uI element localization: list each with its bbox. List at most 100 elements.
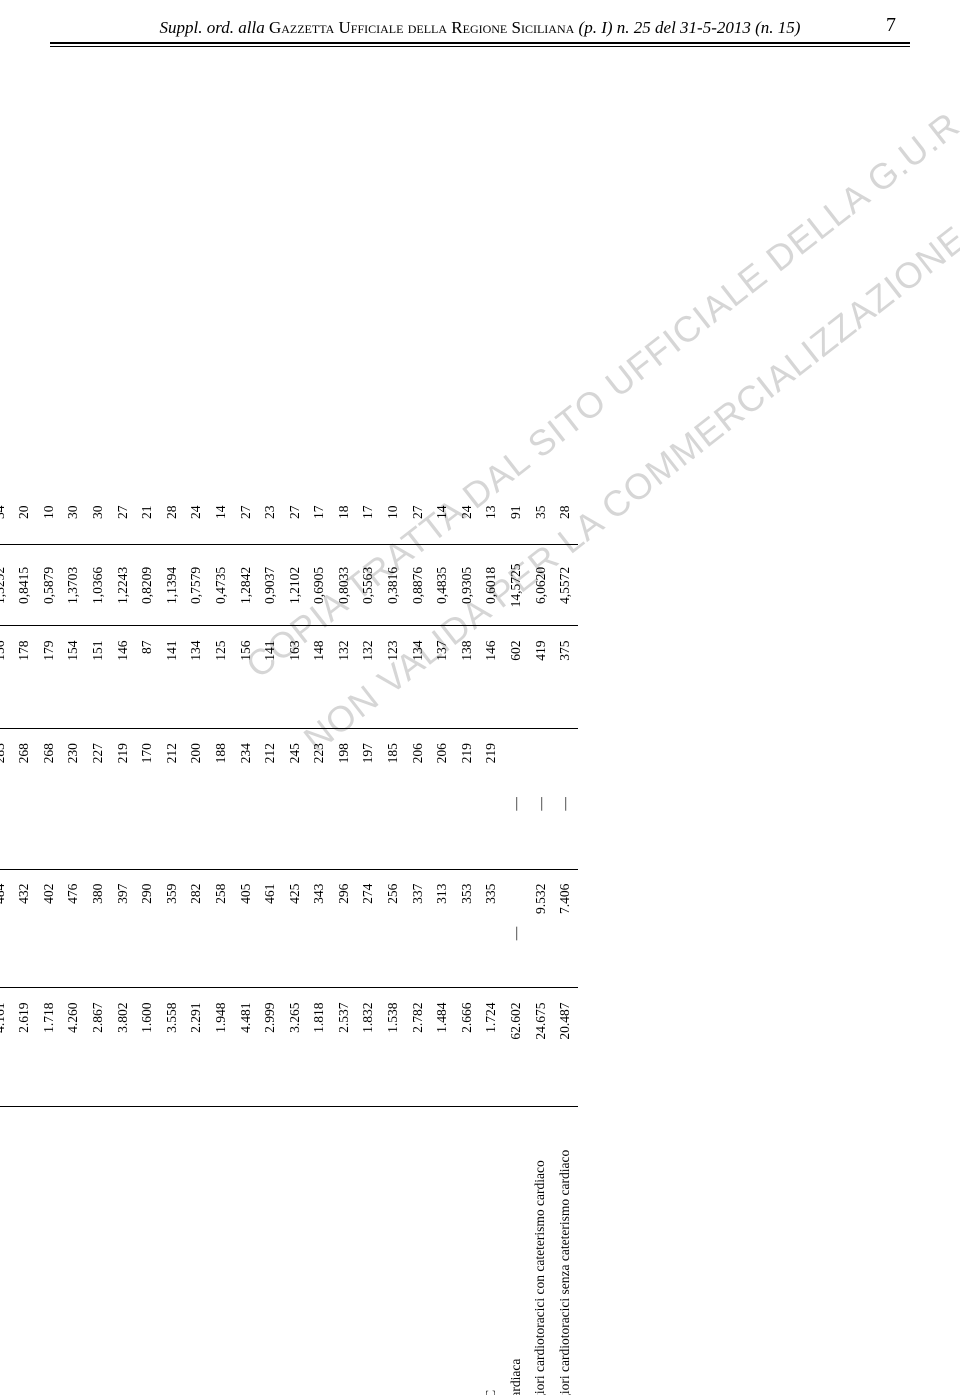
cell-t2: 258 — [209, 869, 234, 988]
cell-peso: 0,6018 — [479, 545, 504, 626]
cell-t1: 4.260 — [61, 988, 86, 1107]
cell-val: 35 — [528, 480, 553, 545]
cell-val: 24 — [184, 480, 209, 545]
cell-desc: Altre diagnosi relative all'apparato res… — [455, 1107, 480, 1395]
cell-t4: 134 — [184, 626, 209, 729]
cell-desc: Pneumotorace senza CC — [307, 1107, 332, 1395]
table-row: 0844MTraumi maggiori del torace senza CC… — [36, 480, 61, 1395]
cell-t4: 375 — [553, 626, 578, 729]
cell-t1: 1.484 — [430, 988, 455, 1107]
cell-t4: 87 — [135, 626, 160, 729]
cell-desc: Interventi sulle valvole cardiache e alt… — [553, 1107, 578, 1395]
cell-desc: Malattia polmonare interstiziale con CC — [233, 1107, 258, 1395]
cell-t2: 405 — [233, 869, 258, 988]
cell-t2: 290 — [135, 869, 160, 988]
cell-val: 27 — [110, 480, 135, 545]
cell-val: 28 — [159, 480, 184, 545]
table-row: 0954MPneumotorace senza CC1.818343223148… — [307, 480, 332, 1395]
cell-t1: 1.718 — [36, 988, 61, 1107]
header-rule-thin — [50, 46, 910, 47]
cell-desc: Bronchite e asma, età < 18 anni — [381, 1107, 406, 1395]
cell-t3: 206 — [405, 729, 430, 869]
table-row: 0864MVersamento pleurico senza CC2.86738… — [86, 480, 111, 1395]
cell-peso: 0,8415 — [12, 545, 37, 626]
cell-desc: Neoplasie dell'apparato respiratorio — [0, 1107, 12, 1395]
cell-val: 17 — [307, 480, 332, 545]
cell-t4: 179 — [36, 626, 61, 729]
cell-t3: 206 — [430, 729, 455, 869]
cell-t4: 138 — [455, 626, 480, 729]
table-row: 0904MPolmonite semplice e pleurite, età … — [184, 480, 209, 1395]
cell-peso: 0,7579 — [184, 545, 209, 626]
cell-t3: 188 — [209, 729, 234, 869]
cell-t3: 245 — [282, 729, 307, 869]
cell-desc: Bronchite e asma, età > 17 anni con CC — [332, 1107, 357, 1395]
cell-val: 27 — [282, 480, 307, 545]
cell-t3: 219 — [479, 729, 504, 869]
cell-t2: 380 — [86, 869, 111, 988]
cell-t3: 219 — [110, 729, 135, 869]
cell-t2: 7.406 — [553, 869, 578, 988]
cell-desc: Versamento pleurico con CC — [61, 1107, 86, 1395]
cell-t2: 461 — [258, 869, 283, 988]
cell-t2: 313 — [430, 869, 455, 988]
table-row: 0894MPolmonite semplice e pleurite, età … — [159, 480, 184, 1395]
cell-t4: 419 — [528, 626, 553, 729]
cell-val: 91 — [504, 480, 529, 545]
cell-desc: Malattia polmonare interstiziale senza C… — [258, 1107, 283, 1395]
cell-desc: Bronchite e asma, età > 17 anni senza CC — [356, 1107, 381, 1395]
cell-t2: 9.532 — [528, 869, 553, 988]
cell-t4: 163 — [282, 626, 307, 729]
cell-desc: Edema polmonare e insufficienza respirat… — [110, 1107, 135, 1395]
cell-peso: 1,2842 — [233, 545, 258, 626]
cell-t4: 132 — [356, 626, 381, 729]
cell-t4: 141 — [159, 626, 184, 729]
header-suffix: (p. I) n. 25 del 31-5-2013 (n. 15) — [574, 18, 800, 37]
cell-val: 14 — [430, 480, 455, 545]
cell-val: 23 — [258, 480, 283, 545]
cell-desc: Segni e sintomi respiratori senza CC — [430, 1107, 455, 1395]
cell-peso: 0,8209 — [135, 545, 160, 626]
cell-peso: 1,1394 — [159, 545, 184, 626]
cell-t1: 1.818 — [307, 988, 332, 1107]
cell-t4: 125 — [209, 626, 234, 729]
cell-val: 20 — [12, 480, 37, 545]
cell-val: 28 — [553, 480, 578, 545]
cell-t1: 2.619 — [12, 988, 37, 1107]
drg-table: DRGMDCTipoDescrizioneTariffaricoveri ord… — [0, 480, 578, 1395]
cell-t2: 397 — [110, 869, 135, 988]
table-row: 0974MBronchite e asma, età > 17 anni sen… — [356, 480, 381, 1395]
cell-desc: Segni e sintomi respiratori con CC — [405, 1107, 430, 1395]
cell-t2: 274 — [356, 869, 381, 988]
cell-desc: Traumi maggiori del torace senza CC — [36, 1107, 61, 1395]
cell-t1: 2.666 — [455, 988, 480, 1107]
table-row: 1045CInterventi sulle valvole cardiache … — [528, 480, 553, 1395]
cell-peso: 0,5879 — [36, 545, 61, 626]
cell-val: 30 — [86, 480, 111, 545]
cell-t2: 402 — [36, 869, 61, 988]
cell-t3: 230 — [61, 729, 86, 869]
cell-peso: 1,2102 — [282, 545, 307, 626]
cell-t3: 212 — [258, 729, 283, 869]
cell-t3: 219 — [455, 729, 480, 869]
cell-t4: 134 — [405, 626, 430, 729]
cell-t2: 432 — [12, 869, 37, 988]
cell-peso: 0,3816 — [381, 545, 406, 626]
table-row: 0994MSegni e sintomi respiratori con CC2… — [405, 480, 430, 1395]
cell-peso: 1,3292 — [0, 545, 12, 626]
cell-t3: 185 — [381, 729, 406, 869]
cell-peso: 0,6905 — [307, 545, 332, 626]
cell-peso: 6,0620 — [528, 545, 553, 626]
cell-t1: 20.487 — [553, 988, 578, 1107]
cell-t2: 425 — [282, 869, 307, 988]
cell-t4: 132 — [332, 626, 357, 729]
cell-desc: Pneumotorace con CC — [282, 1107, 307, 1395]
cell-t4: 602 — [504, 626, 529, 729]
table-row: 0834MTraumi maggiori del torace con CC2.… — [12, 480, 37, 1395]
table-row: 103PreCTrapianto di cuore o impianto di … — [504, 480, 529, 1395]
table-row: 1014MAltre diagnosi relative all'apparat… — [455, 480, 480, 1395]
cell-peso: 1,3703 — [61, 545, 86, 626]
cell-t3: 212 — [159, 729, 184, 869]
cell-t2: 484 — [0, 869, 12, 988]
table-row: 0924MMalattia polmonare interstiziale co… — [233, 480, 258, 1395]
